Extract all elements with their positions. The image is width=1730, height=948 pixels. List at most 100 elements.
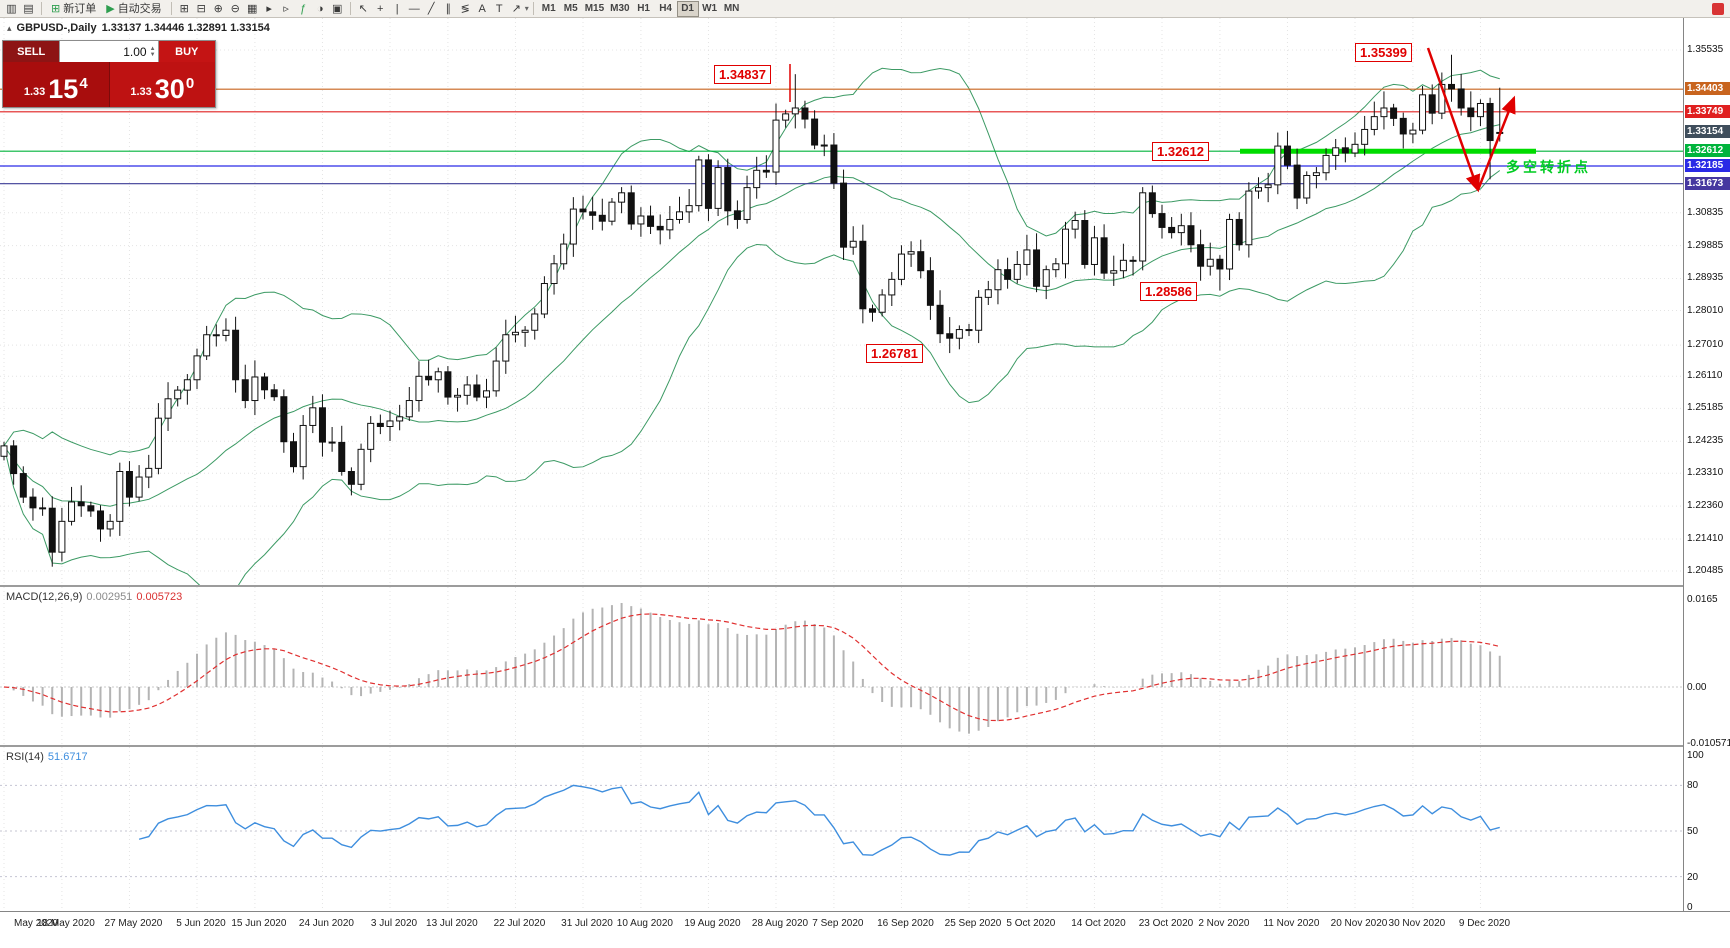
date-axis-label: 7 Sep 2020 <box>812 918 864 929</box>
rsi-scale-label: 80 <box>1687 780 1699 792</box>
date-axis-label: 13 Jul 2020 <box>426 918 478 929</box>
price-line-tag[interactable]: 1.34403 <box>1685 82 1730 96</box>
price-annotation-box[interactable]: 1.35399 <box>1355 43 1412 63</box>
grid-icon[interactable]: ▦ <box>244 1 261 17</box>
price-scale-label: 1.21410 <box>1687 533 1724 544</box>
horizontal-line-icon[interactable]: ― <box>406 1 423 17</box>
autotrading-icon: ▶ <box>106 2 115 15</box>
crosshair-icon[interactable]: + <box>372 1 389 17</box>
date-axis-label: 28 Aug 2020 <box>751 918 809 929</box>
new-order-icon: ⊞ <box>51 2 61 15</box>
date-axis-label: 5 Jun 2020 <box>176 918 226 929</box>
text-icon[interactable]: A <box>474 1 491 17</box>
volume-input[interactable]: 1.00 ▲ ▼ <box>59 41 159 62</box>
profiles-icon[interactable]: ▤ <box>20 1 37 17</box>
price-annotation-box[interactable]: 1.32612 <box>1152 142 1209 162</box>
price-annotation-box[interactable]: 1.28586 <box>1140 281 1197 301</box>
price-line-tag[interactable]: 1.33154 <box>1685 125 1730 139</box>
macd-main-value: 0.002951 <box>86 591 133 603</box>
price-line-tag[interactable]: 1.32185 <box>1685 158 1730 172</box>
rsi-indicator-label: RSI(14) 51.6717 <box>6 751 88 763</box>
timeframe-buttons: M1 M5 M15 M30 H1 H4 D1 W1 MN <box>538 0 743 17</box>
timeframe-mn-button[interactable]: MN <box>721 1 743 17</box>
price-scale-label: 1.25185 <box>1687 402 1724 414</box>
price-scale-label: 1.26110 <box>1687 370 1723 382</box>
price-line-tag[interactable]: 1.32612 <box>1685 144 1730 158</box>
periods-icon[interactable]: ◑ <box>312 1 329 17</box>
new-chart-icon[interactable]: ▥ <box>3 1 20 17</box>
date-axis[interactable]: May 2020 18 May 2020 27 May 2020 5 Jun 2020… <box>0 911 1730 948</box>
timeframe-h4-button[interactable]: H4 <box>655 1 677 17</box>
autotrading-button[interactable]: ▶ 自动交易 <box>101 1 166 17</box>
cascade-windows-icon[interactable]: ⊟ <box>193 1 210 17</box>
macd-name: MACD(12,26,9) <box>6 591 83 603</box>
toolbar-separator <box>532 2 534 15</box>
price-scale-label: 1.29885 <box>1687 239 1724 251</box>
autotrading-label: 自动交易 <box>117 2 162 15</box>
price-chart-canvas[interactable] <box>0 18 1683 585</box>
buy-price[interactable]: 1.33 30 0 <box>109 62 215 107</box>
price-scale-label: 1.28935 <box>1687 272 1724 284</box>
indicators-icon[interactable]: ƒ <box>295 1 312 17</box>
volume-down-icon[interactable]: ▼ <box>149 51 156 58</box>
macd-scale-label: 0.00 <box>1687 682 1707 693</box>
price-line-tag[interactable]: 1.33749 <box>1685 104 1730 118</box>
chevron-down-icon[interactable]: ▾ <box>524 4 529 13</box>
buy-button[interactable]: BUY <box>158 41 215 62</box>
zoom-out-icon[interactable]: ⊖ <box>227 1 244 17</box>
price-scale-label: 1.30835 <box>1687 206 1724 218</box>
price-scale-label: 1.22360 <box>1687 500 1724 512</box>
price-scale-label: 1.28010 <box>1687 304 1724 316</box>
macd-indicator-label: MACD(12,26,9) 0.002951 0.005723 <box>6 591 182 603</box>
turning-point-label[interactable]: 多空转折点 <box>1506 159 1591 175</box>
timeframe-m15-button[interactable]: M15 <box>582 1 607 17</box>
price-annotation-box[interactable]: 1.34837 <box>714 65 771 85</box>
panel-separator[interactable] <box>0 745 1730 747</box>
price-scale-label: 1.35535 <box>1687 44 1724 55</box>
rsi-scale-label: 100 <box>1687 750 1704 761</box>
volume-up-icon[interactable]: ▲ <box>149 45 156 52</box>
label-icon[interactable]: T <box>491 1 508 17</box>
timeframe-m30-button[interactable]: M30 <box>607 1 632 17</box>
cursor-icon[interactable]: ↖ <box>355 1 372 17</box>
price-annotation-box[interactable]: 1.26781 <box>866 344 923 364</box>
rsi-panel-canvas[interactable] <box>0 747 1683 911</box>
channel-icon[interactable]: ∥ <box>440 1 457 17</box>
date-axis-label: 19 Aug 2020 <box>684 918 741 929</box>
vertical-line-icon[interactable]: | <box>389 1 406 17</box>
auto-scroll-icon[interactable]: ▸ <box>261 1 278 17</box>
chart-shift-icon[interactable]: ▹ <box>278 1 295 17</box>
rsi-value: 51.6717 <box>47 751 88 763</box>
date-axis-label: 2 Nov 2020 <box>1198 918 1250 929</box>
templates-icon[interactable]: ▣ <box>329 1 346 17</box>
chart-control-tools: ⊞ ⊟ ⊕ ⊖ ▦ ▸ ▹ ƒ ◑ ▣ <box>176 1 346 17</box>
price-scale-label: 1.24235 <box>1687 435 1724 447</box>
arrows-icon[interactable]: ↗ <box>508 1 525 17</box>
ohlc-values: 1.33137 1.34446 1.32891 1.33154 <box>101 22 270 34</box>
date-axis-label: 31 Jul 2020 <box>561 918 613 929</box>
symbol-period-label: GBPUSD-,Daily <box>16 22 97 34</box>
panel-separator[interactable] <box>0 585 1730 587</box>
timeframe-d1-button[interactable]: D1 <box>676 0 699 17</box>
zoom-in-icon[interactable]: ⊕ <box>210 1 227 17</box>
trendline-icon[interactable]: ╱ <box>423 1 440 17</box>
chart-symbol-icon: ▴ <box>7 22 12 33</box>
macd-panel-canvas[interactable] <box>0 587 1683 745</box>
date-axis-label: 5 Oct 2020 <box>1006 918 1056 929</box>
timeframe-w1-button[interactable]: W1 <box>699 1 721 17</box>
timeframe-m5-button[interactable]: M5 <box>560 1 582 17</box>
price-scale-column[interactable]: 1.35535 1.34403 1.33749 1.33154 1.32612 1.321… <box>1683 18 1730 913</box>
timeframe-m1-button[interactable]: M1 <box>538 1 560 17</box>
date-axis-label: 24 Jun 2020 <box>298 918 354 929</box>
date-axis-label: 15 Jun 2020 <box>231 918 287 929</box>
timeframe-h1-button[interactable]: H1 <box>633 1 655 17</box>
fibonacci-icon[interactable]: ≶ <box>457 1 474 17</box>
sell-button[interactable]: SELL <box>3 41 60 62</box>
buy-price-pip: 0 <box>185 75 195 92</box>
price-line-tag[interactable]: 1.31673 <box>1685 176 1730 190</box>
sell-price[interactable]: 1.33 15 4 <box>3 62 110 107</box>
alert-icon[interactable] <box>1712 3 1724 15</box>
date-axis-label: May 2020 <box>14 918 58 929</box>
tile-windows-icon[interactable]: ⊞ <box>176 1 193 17</box>
new-order-button[interactable]: ⊞ 新订单 <box>46 1 101 17</box>
